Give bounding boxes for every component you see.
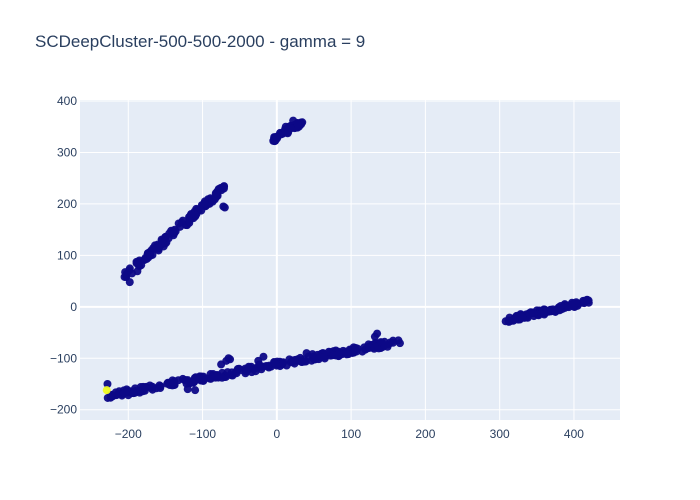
data-point (197, 206, 206, 215)
data-point (518, 313, 527, 322)
data-point (140, 383, 149, 392)
data-point (200, 199, 209, 208)
data-point (156, 384, 165, 393)
data-point (102, 386, 111, 395)
data-point (251, 367, 260, 376)
data-point (129, 389, 138, 398)
data-point (289, 116, 298, 125)
data-point (279, 358, 288, 367)
data-point (219, 183, 228, 192)
x-tick-label: 300 (490, 427, 510, 441)
data-point (174, 219, 183, 228)
data-point (567, 298, 576, 307)
data-point (135, 256, 144, 265)
data-point (187, 209, 196, 218)
data-point (226, 355, 235, 364)
x-tick-label: 400 (564, 427, 584, 441)
data-point (218, 373, 227, 382)
data-point (171, 227, 180, 236)
data-point (540, 310, 549, 319)
data-point (370, 332, 379, 341)
y-tick-label: −200 (50, 403, 77, 417)
y-tick-label: 0 (70, 300, 77, 314)
data-point (254, 356, 263, 365)
plot-area (80, 100, 620, 420)
x-tick-label: 100 (341, 427, 361, 441)
data-point (300, 357, 309, 366)
y-tick-label: −100 (50, 351, 77, 365)
data-point (220, 203, 229, 212)
data-point (358, 347, 367, 356)
data-point (169, 378, 178, 387)
data-point (120, 272, 129, 281)
data-point (183, 385, 192, 394)
data-point (127, 269, 136, 278)
data-point (288, 356, 297, 365)
data-point (302, 349, 311, 358)
y-tick-label: 200 (57, 197, 77, 211)
data-point (308, 350, 317, 359)
data-point (187, 378, 196, 387)
data-point (510, 314, 519, 323)
data-point (106, 393, 115, 402)
data-point (199, 374, 208, 383)
data-point (584, 298, 593, 307)
data-point (217, 360, 226, 369)
data-point (125, 278, 134, 287)
data-point (103, 379, 112, 388)
data-point (281, 122, 290, 131)
x-tick-label: −200 (115, 427, 142, 441)
data-point (191, 386, 200, 395)
data-point (111, 388, 120, 397)
data-point (551, 307, 560, 316)
data-point (234, 364, 243, 373)
data-point (163, 378, 172, 387)
data-point (341, 347, 350, 356)
data-point (263, 362, 272, 371)
data-point (148, 382, 157, 391)
x-tick-label: 200 (415, 427, 435, 441)
data-point (164, 234, 173, 243)
x-tick-label: 0 (273, 427, 280, 441)
x-tick-label: −100 (189, 427, 216, 441)
y-tick-label: 400 (57, 94, 77, 108)
data-point (257, 362, 266, 371)
data-point (272, 133, 281, 142)
data-point (223, 368, 232, 377)
data-point (205, 374, 214, 383)
data-point (556, 302, 565, 311)
data-point (380, 337, 389, 346)
data-point (335, 349, 344, 358)
data-point (504, 317, 513, 326)
y-tick-label: 300 (57, 145, 77, 159)
data-point (211, 189, 220, 198)
data-point (244, 362, 253, 371)
data-point (158, 236, 167, 245)
data-point (211, 373, 220, 382)
y-tick-label: 100 (57, 248, 77, 262)
data-point (270, 358, 279, 367)
data-point (146, 251, 155, 260)
chart-title: SCDeepCluster-500-500-2000 - gamma = 9 (35, 32, 366, 51)
data-point (120, 388, 129, 397)
